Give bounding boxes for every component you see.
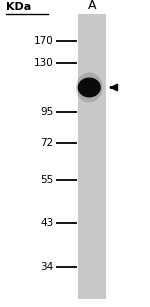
Ellipse shape	[76, 72, 103, 103]
Text: 43: 43	[40, 218, 53, 227]
Text: 72: 72	[40, 138, 53, 148]
Text: 55: 55	[40, 175, 53, 185]
Text: 95: 95	[40, 107, 53, 117]
Text: A: A	[88, 0, 96, 12]
Ellipse shape	[78, 78, 101, 98]
Text: KDa: KDa	[6, 2, 31, 12]
Text: 170: 170	[33, 37, 53, 46]
Bar	[78, 14, 106, 299]
Text: 34: 34	[40, 262, 53, 272]
Text: 130: 130	[33, 58, 53, 68]
